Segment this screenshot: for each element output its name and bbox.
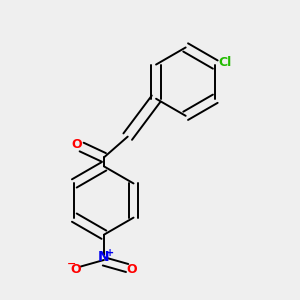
Text: +: + xyxy=(106,248,115,257)
Text: Cl: Cl xyxy=(219,56,232,69)
Text: O: O xyxy=(71,138,82,151)
Text: −: − xyxy=(67,259,76,269)
Text: O: O xyxy=(127,263,137,276)
Text: O: O xyxy=(70,263,81,276)
Text: N: N xyxy=(98,250,110,264)
